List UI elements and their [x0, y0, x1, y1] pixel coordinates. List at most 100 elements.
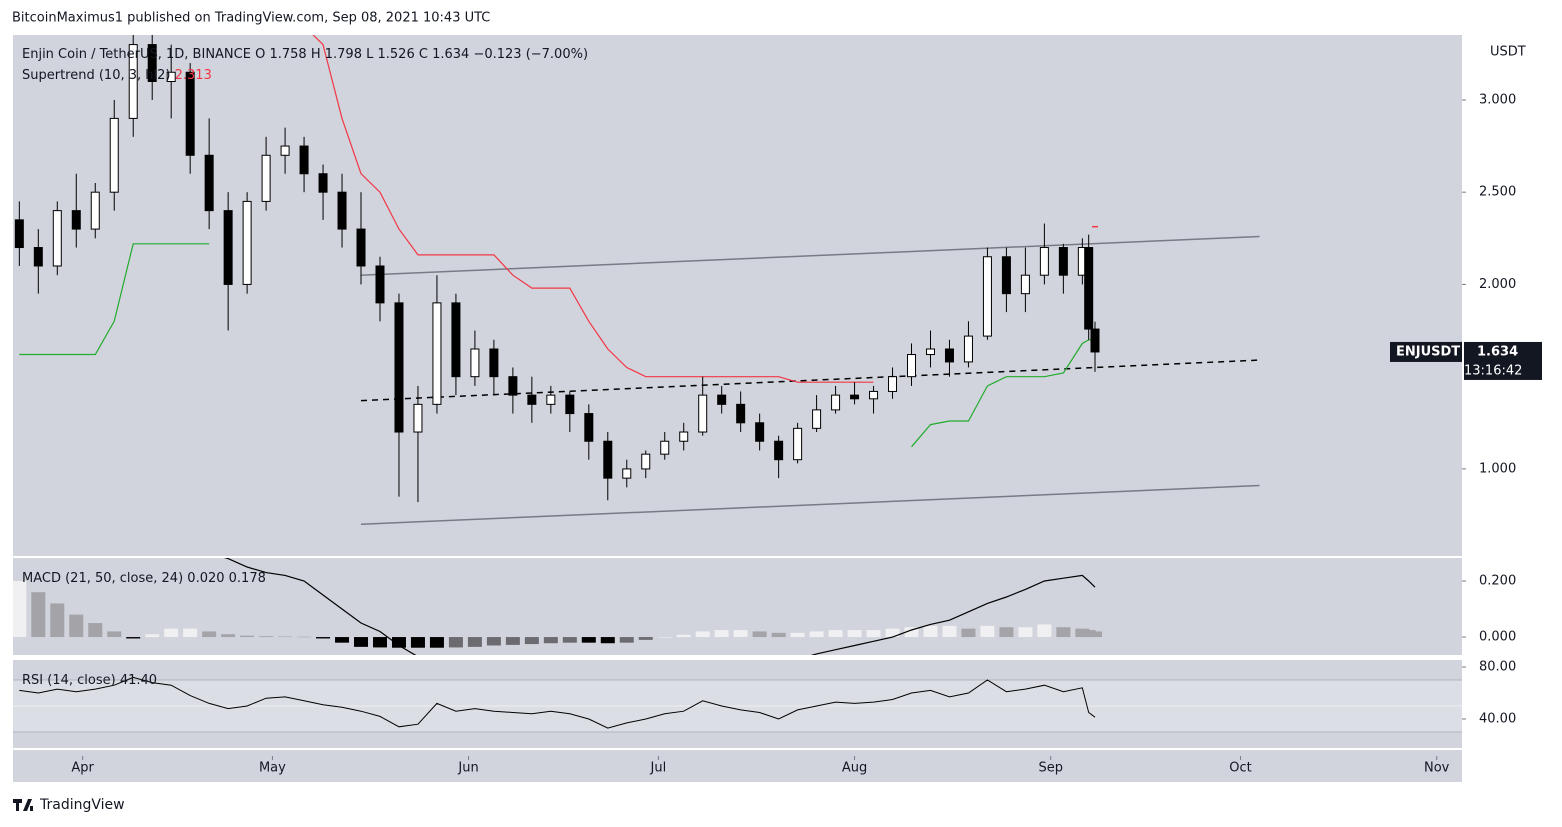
- candle: [944, 339, 954, 377]
- legend-item: 0.178: [229, 571, 266, 586]
- candle-body: [451, 302, 461, 378]
- candle-body: [166, 71, 176, 82]
- candle: [888, 367, 898, 399]
- legend: RSI (14, close) 41.40: [22, 673, 157, 688]
- macd-histogram-bar: [221, 634, 236, 638]
- legend-item: Supertrend (10, 3, hl2): [22, 68, 170, 83]
- macd-histogram-bar: [1056, 627, 1071, 638]
- candle-body: [622, 468, 632, 479]
- candle: [356, 192, 366, 285]
- candle-body: [869, 390, 879, 400]
- candle: [774, 435, 784, 479]
- candle: [660, 432, 670, 460]
- macd-histogram-bar: [695, 631, 710, 638]
- candle-body: [185, 71, 195, 156]
- legend-item: 1.798: [325, 47, 362, 62]
- candle: [641, 450, 651, 479]
- candle: [736, 391, 746, 433]
- trend-line: [360, 359, 1260, 402]
- candle-body: [280, 145, 290, 156]
- candle: [907, 343, 917, 386]
- legend-item: MACD (21, 50, close, 24): [22, 571, 183, 586]
- y-tick-label: 0.200: [1479, 573, 1516, 588]
- candle: [337, 173, 347, 248]
- candle-body: [489, 348, 499, 378]
- y-tick-label: 0.000: [1479, 630, 1516, 645]
- macd-histogram-bar: [733, 630, 748, 638]
- price-tag-countdown: 13:16:42: [1464, 363, 1522, 378]
- price-tag-symbol-bg: [1390, 341, 1462, 362]
- candle-body: [356, 228, 366, 267]
- candle-body: [299, 145, 309, 175]
- candle-body: [470, 348, 480, 378]
- candle: [812, 395, 822, 433]
- candle: [679, 422, 689, 451]
- candle: [925, 330, 935, 368]
- legend-item: 2.313: [175, 68, 212, 83]
- macd-histogram-bar: [316, 637, 331, 639]
- macd-histogram-bar: [904, 627, 919, 638]
- macd-histogram-bar: [581, 637, 596, 643]
- candle-body: [71, 210, 81, 230]
- macd-histogram-bar: [107, 631, 122, 638]
- candle-body: [261, 154, 271, 202]
- candle: [109, 99, 119, 211]
- candle-body: [128, 44, 138, 119]
- supertrend-upper: [312, 35, 874, 383]
- candle: [223, 192, 233, 331]
- macd-histogram-bar: [771, 632, 786, 638]
- macd-histogram-bar: [790, 632, 805, 638]
- candle-body: [565, 394, 575, 415]
- macd-pane: [13, 558, 1462, 655]
- macd-histogram-bar: [126, 637, 141, 639]
- macd-histogram-bar: [505, 637, 520, 645]
- macd-histogram-bar: [676, 634, 691, 638]
- candle-body: [90, 191, 100, 230]
- price-tag-bg: [1464, 341, 1542, 380]
- candle: [508, 367, 518, 414]
- candle: [1001, 247, 1011, 313]
- candle: [527, 376, 537, 423]
- candle: [869, 385, 879, 414]
- trend-line: [360, 235, 1260, 276]
- macd-histogram-bar: [752, 631, 767, 638]
- x-tick-label: Jul: [650, 761, 667, 776]
- candle: [242, 192, 252, 294]
- candle: [375, 256, 385, 322]
- x-tick-label: Oct: [1229, 761, 1251, 776]
- macd-histogram-bar: [297, 636, 312, 638]
- candle: [318, 164, 328, 220]
- macd-histogram-bar: [657, 637, 672, 638]
- macd-histogram-bar: [809, 631, 824, 638]
- candle: [546, 385, 556, 414]
- candle-body: [1090, 328, 1100, 353]
- candle: [470, 330, 480, 386]
- x-tick-label: May: [259, 761, 286, 776]
- candle-body: [1058, 247, 1068, 276]
- time-axis: [13, 750, 1462, 782]
- macd-histogram-bar: [69, 614, 84, 638]
- candle-body: [508, 376, 518, 396]
- macd-histogram-bar: [202, 631, 217, 638]
- candle: [185, 63, 195, 174]
- candle: [717, 385, 727, 414]
- macd-histogram-bar: [354, 637, 369, 647]
- price-tag-symbol: ENJUSDT: [1396, 344, 1460, 359]
- candle: [982, 247, 992, 340]
- candle-body: [14, 219, 24, 249]
- candle: [71, 173, 81, 248]
- candle: [14, 201, 24, 266]
- macd-histogram-bar: [259, 636, 274, 638]
- candle: [394, 293, 404, 497]
- candle: [489, 339, 499, 396]
- legend-item: 1.634: [432, 47, 469, 62]
- y-tick-label: 2.500: [1479, 185, 1516, 200]
- candle: [793, 422, 803, 464]
- candle-body: [1084, 247, 1094, 330]
- candle-body: [546, 394, 556, 405]
- macd-histogram-bar: [448, 637, 463, 648]
- candle: [1084, 234, 1094, 340]
- footer-brand: TradingView: [39, 797, 125, 813]
- macd-histogram-bar: [486, 637, 501, 646]
- candle-body: [204, 154, 214, 212]
